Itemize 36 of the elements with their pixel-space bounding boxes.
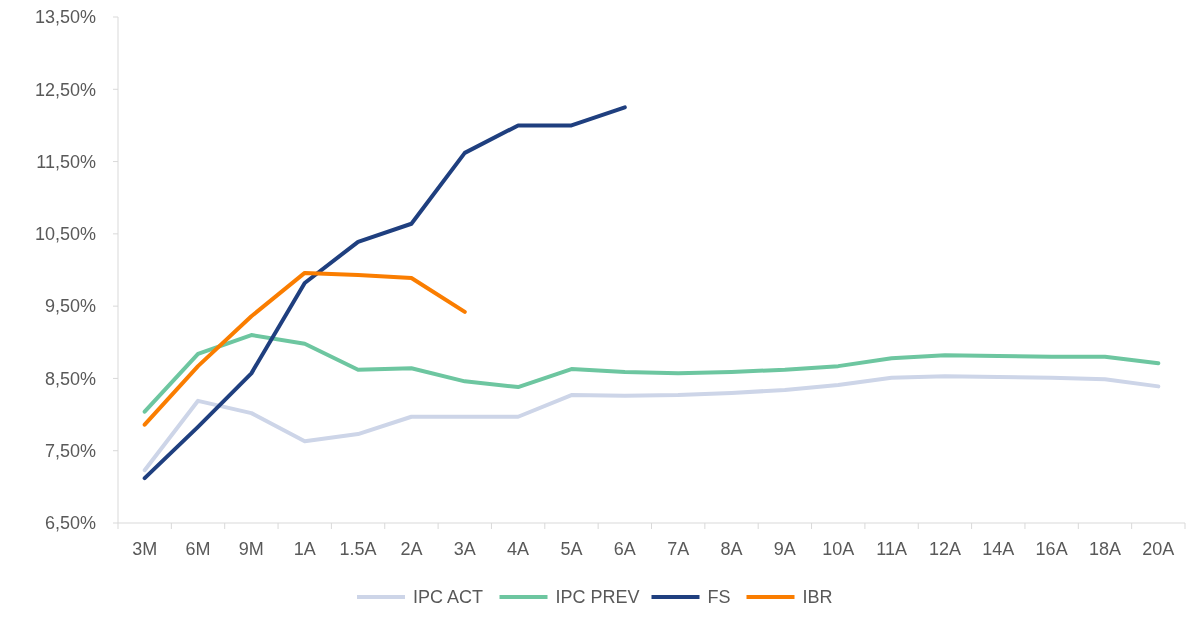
x-tick-label: 8A [720,539,743,559]
x-tick-label: 20A [1142,539,1175,559]
line-series [142,374,1161,473]
y-tick-label: 10,50% [34,224,96,245]
y-tick-label: 13,50% [34,7,96,28]
x-tick-label: 1.5A [339,539,377,559]
x-tick-label: 1A [293,539,316,559]
legend-label: IPC ACT [413,587,484,608]
y-tick-label: 11,50% [36,151,96,172]
legend-label: IPC PREV [555,587,640,608]
x-tick-label: 18A [1088,539,1121,559]
x-tick-label: 3M [132,539,158,559]
line-series [142,270,467,427]
x-tick-label: 11A [876,539,907,559]
y-tick-label: 8,50% [44,368,96,389]
x-tick-label: 2A [400,539,423,559]
x-tick-label: 9A [773,539,796,559]
x-tick-label: 4A [507,539,530,559]
legend-label: FS [707,587,731,608]
line-series [142,333,1161,414]
legend-label: IBR [802,587,833,608]
x-tick-label: 12A [928,539,961,559]
x-tick-label: 6M [185,539,211,559]
y-tick-label: 6,50% [44,513,96,534]
y-tick-label: 12,50% [34,79,96,100]
y-tick-label: 7,50% [44,441,96,462]
y-tick-label: 9,50% [44,296,96,317]
x-tick-label: 6A [613,539,636,559]
x-tick-label: 5A [560,539,583,559]
x-tick-label: 16A [1035,539,1068,559]
x-tick-label: 9M [238,539,264,559]
x-tick-label: 14A [982,539,1015,559]
line-series [142,105,627,481]
x-tick-label: 3A [453,539,476,559]
x-tick-label: 10A [822,539,855,559]
x-tick-label: 7A [667,539,690,559]
